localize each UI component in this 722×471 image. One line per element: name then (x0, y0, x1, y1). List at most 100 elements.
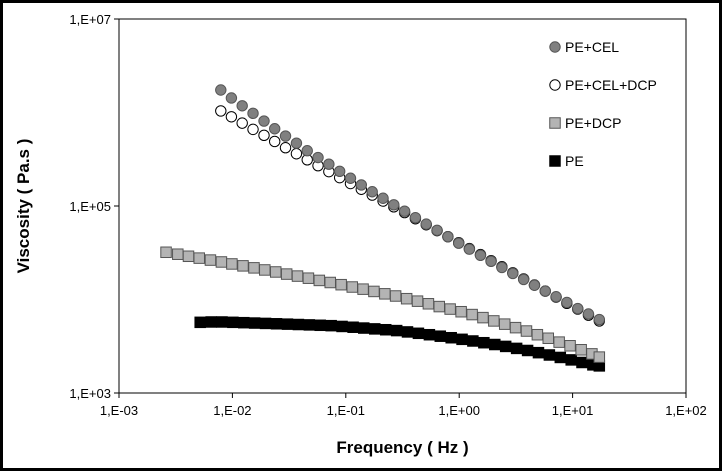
y-tick-label: 1,E+03 (69, 386, 111, 401)
legend-label: PE+DCP (565, 115, 621, 131)
data-point (225, 111, 238, 123)
x-tick-label: 1,E-02 (213, 403, 251, 418)
legend-marker (549, 117, 561, 129)
data-point (466, 308, 478, 321)
data-point (347, 321, 359, 333)
data-point (225, 92, 238, 104)
data-point (346, 281, 359, 293)
data-point (357, 283, 369, 295)
x-axis-title: Frequency ( Hz ) (336, 438, 468, 457)
data-point (216, 316, 228, 328)
data-point (532, 346, 545, 359)
data-point (531, 328, 544, 341)
series-pe-dcp (160, 246, 606, 363)
data-point (420, 218, 432, 230)
legend: PE+CEL PE+CEL+DCP PE+DCP PE (549, 39, 657, 169)
data-point (344, 172, 357, 184)
data-point (510, 342, 523, 355)
y-tick-label: 1,E+07 (69, 12, 111, 27)
data-point (358, 322, 370, 334)
data-point (205, 316, 217, 328)
data-point (259, 264, 271, 276)
data-point (236, 117, 248, 129)
data-point (215, 84, 227, 96)
data-point (247, 107, 259, 120)
data-point (302, 272, 315, 284)
data-point (509, 321, 522, 334)
data-point (237, 260, 249, 272)
data-point (226, 258, 238, 270)
data-point (268, 135, 281, 148)
data-point (312, 151, 324, 164)
data-point (390, 324, 403, 337)
data-point (485, 255, 497, 268)
data-point (507, 267, 519, 280)
data-point (488, 315, 500, 327)
data-point (553, 336, 565, 348)
data-point (593, 351, 606, 363)
data-point (554, 351, 567, 364)
data-point (499, 340, 512, 353)
legend-marker (549, 79, 561, 91)
data-point (270, 318, 283, 330)
data-point (290, 148, 303, 160)
data-point (433, 300, 446, 313)
data-point (489, 338, 501, 351)
data-point (456, 333, 468, 346)
data-point (409, 211, 422, 224)
data-point (477, 311, 489, 324)
data-point (561, 296, 573, 309)
data-point (182, 250, 195, 263)
data-point (377, 192, 389, 204)
data-point (335, 278, 347, 291)
data-point (279, 142, 292, 154)
data-point (269, 266, 282, 278)
data-point (259, 317, 272, 330)
data-point (193, 252, 205, 264)
data-point (172, 248, 184, 260)
data-point (227, 316, 239, 329)
x-tick-label: 1,E+01 (552, 403, 594, 418)
data-point (204, 254, 217, 266)
data-point (325, 319, 337, 332)
data-point (388, 199, 400, 211)
data-point (301, 145, 313, 157)
y-axis: 1,E+03 1,E+05 1,E+07 (69, 12, 119, 401)
chart-frame: 1,E-03 1,E-02 1,E-01 1,E+00 1,E+01 1,E+02 1,E… (3, 3, 719, 468)
data-point (543, 349, 556, 361)
data-point (247, 123, 259, 136)
data-point (398, 205, 411, 217)
data-point (496, 261, 508, 274)
data-point (412, 327, 425, 340)
y-axis-title: Viscosity ( Pa.s ) (14, 139, 33, 274)
data-point (258, 129, 270, 142)
data-point (444, 303, 456, 315)
legend-marker (549, 41, 561, 53)
data-point (442, 230, 454, 243)
data-point (467, 335, 479, 347)
data-point (445, 331, 457, 344)
data-point (215, 256, 228, 268)
data-point (478, 336, 490, 349)
data-point (455, 305, 467, 318)
legend-label: PE (565, 153, 584, 169)
data-point (431, 224, 443, 236)
data-point (303, 319, 316, 331)
viscosity-chart: 1,E-03 1,E-02 1,E-01 1,E+00 1,E+01 1,E+02 1,E… (14, 12, 707, 457)
data-point (314, 319, 326, 332)
data-point (434, 330, 447, 342)
data-point (215, 105, 227, 117)
data-point (323, 158, 335, 170)
data-point (280, 268, 293, 280)
data-point (528, 279, 541, 291)
data-point (453, 237, 465, 249)
data-point (463, 243, 476, 255)
data-point (521, 344, 534, 357)
legend-label: PE+CEL (565, 39, 619, 55)
data-point (593, 313, 606, 326)
data-point (292, 318, 305, 331)
data-point (517, 273, 530, 286)
data-point (401, 326, 414, 338)
y-tick-label: 1,E+05 (69, 199, 111, 214)
data-point (400, 292, 413, 305)
